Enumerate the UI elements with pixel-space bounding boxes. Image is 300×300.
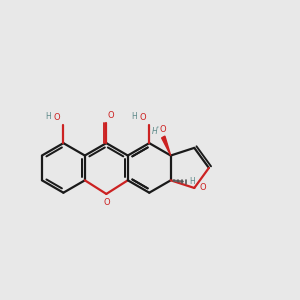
Text: O: O bbox=[108, 111, 114, 120]
Text: O: O bbox=[160, 125, 166, 134]
Text: O: O bbox=[103, 198, 110, 207]
Polygon shape bbox=[162, 136, 171, 155]
Text: H: H bbox=[46, 112, 51, 121]
Text: O: O bbox=[140, 112, 146, 122]
Text: H: H bbox=[152, 127, 158, 136]
Text: O: O bbox=[53, 112, 60, 122]
Text: O: O bbox=[200, 184, 206, 193]
Text: ': ' bbox=[156, 125, 158, 131]
Text: H: H bbox=[131, 112, 137, 121]
Text: H: H bbox=[189, 177, 195, 186]
